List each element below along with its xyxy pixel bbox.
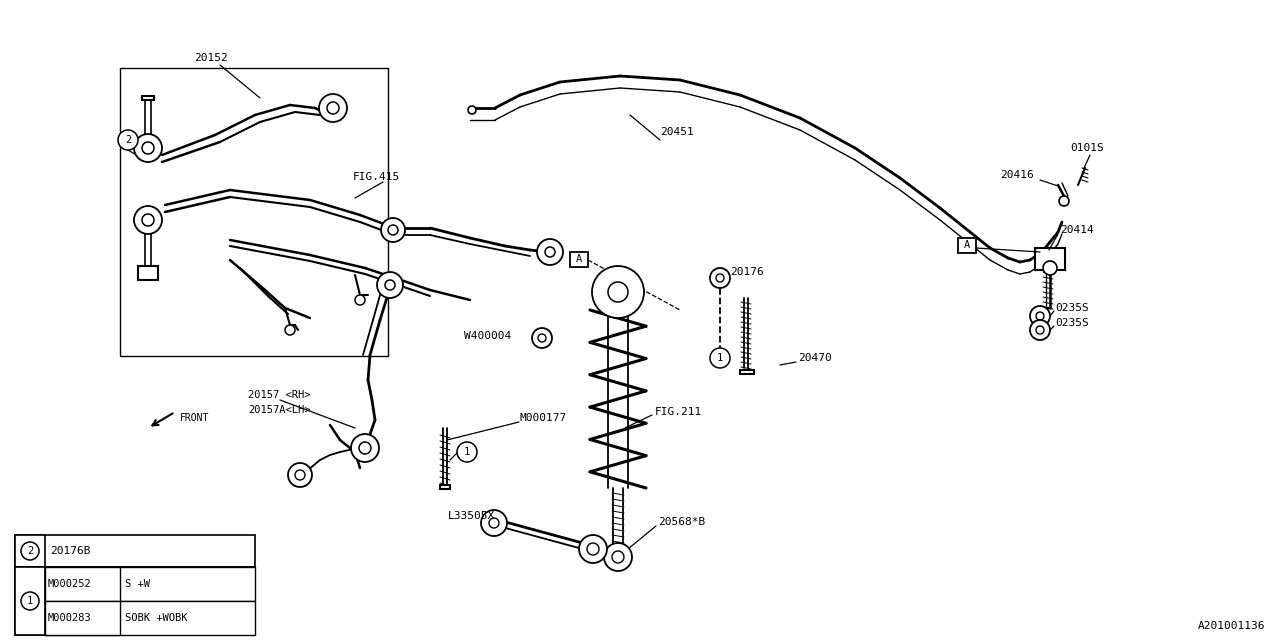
Bar (15, 567, 255, 635)
Text: 0235S: 0235S (1055, 303, 1089, 313)
Text: 20176B: 20176B (50, 546, 91, 556)
Text: 20152: 20152 (195, 53, 228, 63)
Circle shape (388, 225, 398, 235)
Text: 20157A<LH>: 20157A<LH> (248, 405, 311, 415)
Bar (570, 252, 588, 267)
Circle shape (326, 102, 339, 114)
Circle shape (285, 325, 294, 335)
Text: M000283: M000283 (49, 613, 92, 623)
Text: 1: 1 (463, 447, 470, 457)
Bar (957, 238, 977, 253)
Circle shape (118, 130, 138, 150)
Circle shape (134, 206, 163, 234)
Circle shape (1030, 306, 1050, 326)
Text: 20568*B: 20568*B (658, 517, 705, 527)
Bar (45, 567, 255, 601)
Circle shape (489, 518, 499, 528)
Circle shape (1059, 196, 1069, 206)
Circle shape (20, 592, 38, 610)
Text: A: A (576, 254, 582, 264)
Circle shape (1043, 261, 1057, 275)
Text: S +W: S +W (125, 579, 150, 589)
Circle shape (608, 282, 628, 302)
Circle shape (142, 142, 154, 154)
Bar (1036, 248, 1065, 270)
Bar (45, 601, 255, 635)
Text: SOBK +WOBK: SOBK +WOBK (125, 613, 187, 623)
Bar (120, 68, 388, 356)
Circle shape (716, 274, 724, 282)
Circle shape (381, 218, 404, 242)
Text: 2: 2 (27, 546, 33, 556)
Circle shape (457, 442, 477, 462)
Circle shape (385, 280, 396, 290)
Circle shape (710, 268, 730, 288)
Circle shape (20, 542, 38, 560)
Bar (15, 535, 255, 567)
Text: L33505X: L33505X (448, 511, 495, 521)
Circle shape (532, 328, 552, 348)
Circle shape (1036, 312, 1044, 320)
Text: A201001136: A201001136 (1198, 621, 1265, 631)
Bar (45, 567, 120, 601)
Circle shape (351, 434, 379, 462)
Circle shape (1036, 326, 1044, 334)
Circle shape (604, 543, 632, 571)
Circle shape (134, 134, 163, 162)
Circle shape (591, 266, 644, 318)
Text: FRONT: FRONT (180, 413, 210, 423)
Circle shape (579, 535, 607, 563)
Circle shape (355, 295, 365, 305)
Bar (45, 601, 120, 635)
Circle shape (538, 334, 547, 342)
Text: 2: 2 (125, 135, 131, 145)
Circle shape (710, 348, 730, 368)
Circle shape (294, 470, 305, 480)
Text: 20416: 20416 (1000, 170, 1034, 180)
Text: 0101S: 0101S (1070, 143, 1103, 153)
Text: 20414: 20414 (1060, 225, 1093, 235)
Text: 20157 <RH>: 20157 <RH> (248, 390, 311, 400)
Circle shape (545, 247, 556, 257)
Text: M000252: M000252 (49, 579, 92, 589)
Circle shape (1030, 320, 1050, 340)
Circle shape (358, 442, 371, 454)
Circle shape (588, 543, 599, 555)
Circle shape (612, 551, 625, 563)
Circle shape (468, 106, 476, 114)
Text: 1: 1 (27, 596, 33, 606)
Text: 20470: 20470 (797, 353, 832, 363)
Text: FIG.415: FIG.415 (353, 172, 401, 182)
Circle shape (481, 510, 507, 536)
Bar (15, 535, 45, 567)
Text: 20176: 20176 (730, 267, 764, 277)
Text: 20451: 20451 (660, 127, 694, 137)
Circle shape (288, 463, 312, 487)
Text: FIG.211: FIG.211 (655, 407, 703, 417)
Text: 0235S: 0235S (1055, 318, 1089, 328)
Text: M000177: M000177 (520, 413, 567, 423)
Circle shape (538, 239, 563, 265)
Circle shape (319, 94, 347, 122)
Text: A: A (964, 240, 970, 250)
Text: W400004: W400004 (465, 331, 511, 341)
Bar (15, 567, 45, 635)
Circle shape (142, 214, 154, 226)
Circle shape (378, 272, 403, 298)
Text: 1: 1 (717, 353, 723, 363)
